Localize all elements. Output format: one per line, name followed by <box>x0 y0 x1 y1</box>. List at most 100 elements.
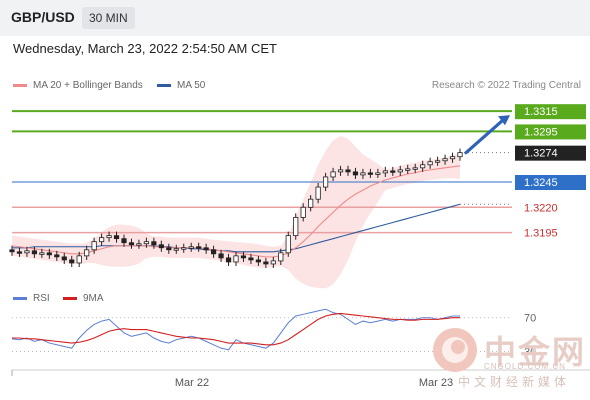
candle-body <box>405 168 411 171</box>
header-bar: GBP/USD 30 MIN <box>0 0 590 36</box>
candle-body <box>46 252 52 256</box>
candle-body <box>61 256 67 261</box>
candle-body <box>173 248 179 251</box>
candle-body <box>128 242 135 246</box>
watermark-subtitle: 中文财经新媒体 <box>458 375 571 389</box>
level-label-1.3295: 1.3295 <box>524 126 558 138</box>
x-tick-0: Mar 22 <box>175 377 209 389</box>
candle-body <box>196 246 202 249</box>
level-tag-1.3245 <box>515 175 586 190</box>
level-label-1.3245: 1.3245 <box>524 177 558 189</box>
candle-body <box>375 172 381 175</box>
level-label-1.3220: 1.3220 <box>524 202 558 214</box>
candle-body <box>420 164 426 169</box>
candle-body <box>91 241 97 251</box>
candle-body <box>69 259 75 264</box>
candle-body <box>427 161 433 166</box>
candle-body <box>315 186 321 200</box>
rsi-line <box>11 308 460 351</box>
legend-ma20: MA 20 + Bollinger Bands <box>13 80 143 91</box>
candle-body <box>166 247 172 251</box>
candle-body <box>293 217 299 237</box>
legend-rsi-ma-label: 9MA <box>83 293 104 304</box>
candle-body <box>9 249 15 253</box>
ma50-swatch <box>157 83 171 87</box>
rsi-ma-line <box>12 312 460 346</box>
candle-body <box>255 259 262 263</box>
candle-body <box>24 250 30 254</box>
legend-rsi: RSI <box>13 293 50 304</box>
candle-body <box>233 255 239 263</box>
symbol-title: GBP/USD <box>11 9 75 25</box>
level-label-1.3195: 1.3195 <box>524 228 558 240</box>
candle-body <box>151 241 157 246</box>
ma20-swatch <box>13 83 27 87</box>
candle-body <box>360 172 366 176</box>
candle-body <box>218 253 224 259</box>
rsi-swatch <box>13 296 27 300</box>
x-tick-1: Mar 23 <box>419 377 453 389</box>
level-label-1.3315: 1.3315 <box>524 106 558 118</box>
candle-body <box>181 247 187 250</box>
level-tag-1.3315 <box>515 104 586 120</box>
legend-ma20-label: MA 20 + Bollinger Bands <box>33 80 143 91</box>
candle-body <box>113 235 120 240</box>
watermark-logo-icon <box>430 325 480 380</box>
candle-body <box>39 252 45 255</box>
candle-body <box>136 243 142 246</box>
legend-ma50: MA 50 <box>157 80 205 91</box>
candle-body <box>54 254 60 258</box>
candle-body <box>248 257 254 261</box>
rsi-tick-70: 70 <box>524 313 536 325</box>
candle-body <box>203 247 209 251</box>
datetime-label: Wednesday, March 23, 2022 2:54:50 AM CET <box>13 41 277 56</box>
legend-rsi-label: RSI <box>33 293 50 304</box>
candle-body <box>322 176 329 188</box>
candle-body <box>382 170 388 174</box>
candle-body <box>210 249 217 255</box>
candle-body <box>352 171 359 176</box>
candle-body <box>121 238 127 244</box>
rsi-ma-swatch <box>63 296 77 300</box>
candle-body <box>300 206 306 218</box>
candle-body <box>31 250 38 255</box>
candle-body <box>263 261 269 265</box>
candle-body <box>330 171 336 178</box>
legend-rsi-ma: 9MA <box>63 293 104 304</box>
candle-body <box>457 152 463 158</box>
candle-body <box>225 257 232 263</box>
candle-body <box>337 169 344 173</box>
candle-body <box>84 249 90 257</box>
watermark-url: CNGOLD.COM.CN <box>484 362 566 371</box>
candle-body <box>367 172 374 175</box>
candle-body <box>188 246 194 249</box>
candle-body <box>442 158 448 162</box>
candle-body <box>76 255 82 264</box>
legend-ma50-label: MA 50 <box>177 80 206 91</box>
current-price-tag <box>515 145 586 161</box>
candle-body <box>308 198 314 208</box>
candle-body <box>99 237 105 243</box>
timeframe-badge[interactable]: 30 MIN <box>82 7 135 29</box>
candle-body <box>449 156 456 160</box>
candle-body <box>390 170 396 173</box>
candle-body <box>16 251 23 254</box>
candle-body <box>434 160 441 163</box>
forecast-arrow <box>464 117 506 155</box>
candle-body <box>106 235 112 239</box>
candle-body <box>397 169 403 173</box>
source-credit: Research © 2022 Trading Central <box>431 80 581 91</box>
candle-body <box>285 235 291 254</box>
forecast-arrow-head <box>498 115 510 126</box>
candle-body <box>270 260 276 265</box>
candle-body <box>143 241 149 245</box>
candle-body <box>158 244 164 249</box>
candle-body <box>345 169 351 173</box>
candle-body <box>240 255 247 259</box>
candle-body <box>278 252 284 262</box>
current-price-label: 1.3274 <box>524 148 558 160</box>
candle-body <box>412 167 418 170</box>
rsi-tick-30: 30 <box>524 347 536 359</box>
watermark-text: 中金网 <box>484 333 587 371</box>
